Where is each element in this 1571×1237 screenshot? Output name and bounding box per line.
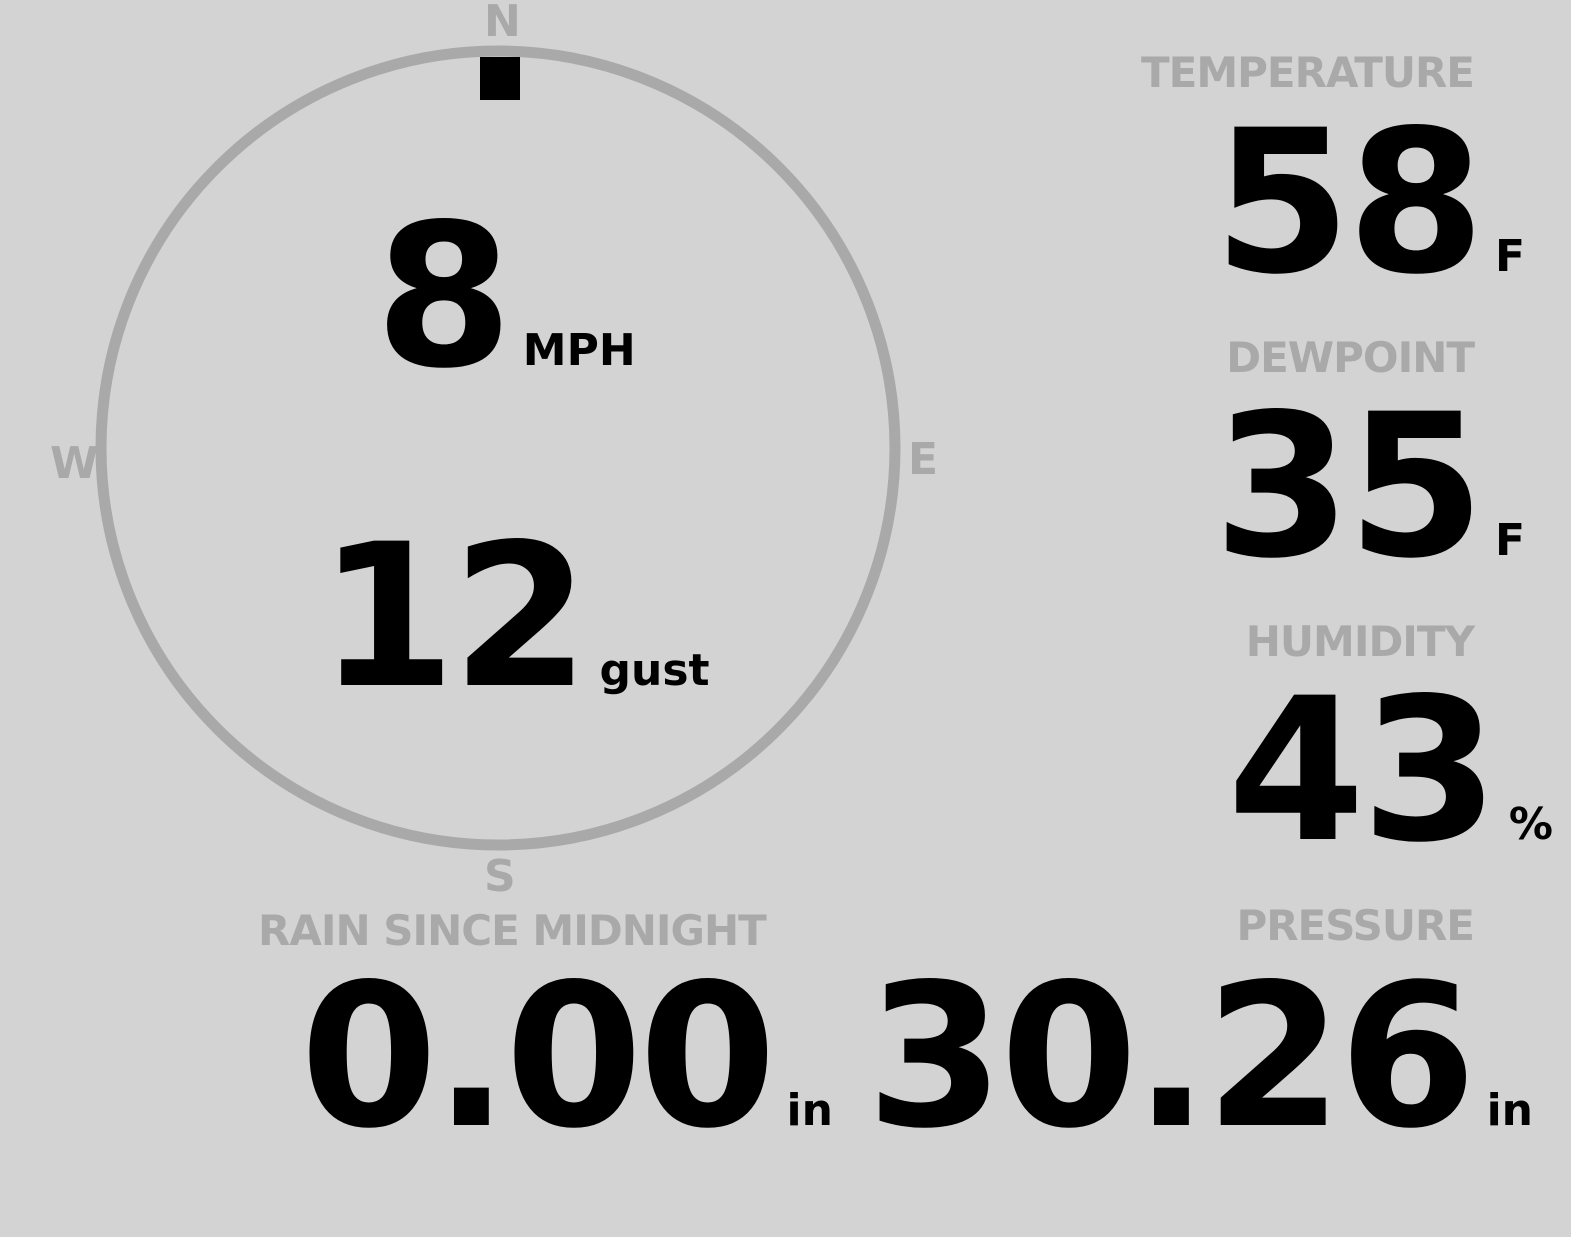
wind-gust-unit: gust [599,645,710,696]
wind-gust-row: 12 gust [318,518,710,716]
rain-unit: in [786,1085,833,1136]
compass-south: S [484,851,516,902]
compass-west: W [50,438,99,489]
dewpoint-unit: F [1494,515,1525,566]
wind-compass [95,45,901,851]
rain-label: RAIN SINCE MIDNIGHT [258,906,767,955]
compass-ring [95,45,901,851]
temperature-row: 58 F [1213,104,1525,302]
humidity-label: HUMIDITY [1245,617,1475,666]
wind-speed-unit: MPH [522,325,636,376]
rain-row: 0.00 in [300,958,833,1156]
wind-speed-value: 8 [375,181,513,412]
pressure-label: PRESSURE [1236,901,1475,950]
temperature-value: 58 [1213,87,1485,318]
humidity-row: 43% [1227,672,1553,870]
pressure-value: 30.26 [866,941,1476,1172]
compass-north: N [484,0,521,47]
humidity-unit: % [1508,799,1553,850]
temperature-label: TEMPERATURE [1141,48,1475,97]
rain-value: 0.00 [300,941,777,1172]
pressure-row: 30.26 in [866,958,1533,1156]
wind-direction-marker [480,57,520,100]
pressure-unit: in [1486,1085,1533,1136]
dewpoint-label: DEWPOINT [1226,333,1475,382]
humidity-value: 43 [1227,655,1499,886]
wind-gust-value: 12 [318,501,590,732]
compass-east: E [908,434,939,485]
dewpoint-value: 35 [1213,371,1485,602]
dewpoint-row: 35 F [1213,388,1525,586]
wind-speed-row: 8 MPH [375,198,636,396]
temperature-unit: F [1494,231,1525,282]
